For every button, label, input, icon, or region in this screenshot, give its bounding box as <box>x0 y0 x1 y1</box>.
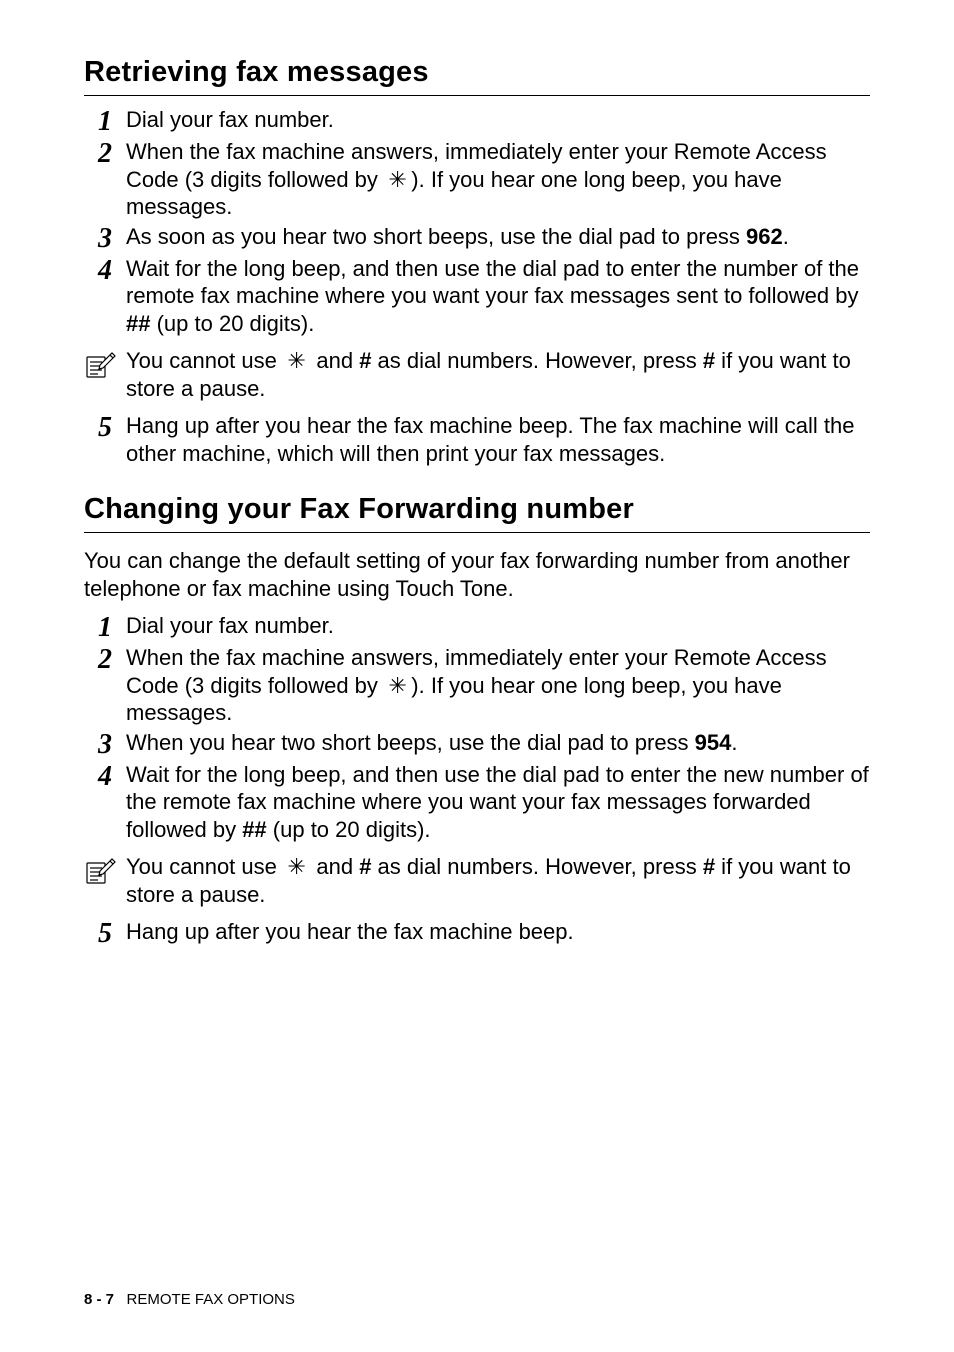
section-heading-retrieving: Retrieving fax messages <box>84 56 870 96</box>
step-number: 5 <box>98 412 126 442</box>
step-number: 4 <box>98 761 126 791</box>
step-number: 1 <box>98 106 126 136</box>
step-item: 2 When the fax machine answers, immediat… <box>98 138 870 221</box>
step-text: Wait for the long beep, and then use the… <box>126 255 870 338</box>
steps-list-2b: 5 Hang up after you hear the fax machine… <box>84 918 870 948</box>
document-page: Retrieving fax messages 1 Dial your fax … <box>0 0 954 1352</box>
step-text: Hang up after you hear the fax machine b… <box>126 918 870 946</box>
step-number: 4 <box>98 255 126 285</box>
step-text: As soon as you hear two short beeps, use… <box>126 223 870 251</box>
step-item: 1 Dial your fax number. <box>98 106 870 136</box>
step-item: 2 When the fax machine answers, immediat… <box>98 644 870 727</box>
page-footer: 8 - 7 REMOTE FAX OPTIONS <box>84 1291 295 1308</box>
step-item: 5 Hang up after you hear the fax machine… <box>98 918 870 948</box>
section-heading-changing: Changing your Fax Forwarding number <box>84 493 870 533</box>
step-item: 3 As soon as you hear two short beeps, u… <box>98 223 870 253</box>
step-text: Dial your fax number. <box>126 612 870 640</box>
step-number: 1 <box>98 612 126 642</box>
steps-list-1b: 5 Hang up after you hear the fax machine… <box>84 412 870 467</box>
step-text: Dial your fax number. <box>126 106 870 134</box>
step-number: 5 <box>98 918 126 948</box>
step-item: 4 Wait for the long beep, and then use t… <box>98 255 870 338</box>
step-number: 2 <box>98 138 126 168</box>
step-text: When the fax machine answers, immediatel… <box>126 138 870 221</box>
note-text: You cannot use ✳ and # as dial numbers. … <box>126 853 870 908</box>
step-number: 3 <box>98 223 126 253</box>
step-text: When you hear two short beeps, use the d… <box>126 729 870 757</box>
section-intro: You can change the default setting of yo… <box>84 547 870 602</box>
page-number: 8 - 7 <box>84 1291 114 1308</box>
step-text: Wait for the long beep, and then use the… <box>126 761 870 844</box>
note-row: You cannot use ✳ and # as dial numbers. … <box>84 853 870 908</box>
note-pencil-icon <box>84 853 126 892</box>
step-text: Hang up after you hear the fax machine b… <box>126 412 870 467</box>
steps-list-2: 1 Dial your fax number. 2 When the fax m… <box>84 612 870 843</box>
note-text: You cannot use ✳ and # as dial numbers. … <box>126 347 870 402</box>
step-item: 1 Dial your fax number. <box>98 612 870 642</box>
step-text: When the fax machine answers, immediatel… <box>126 644 870 727</box>
note-row: You cannot use ✳ and # as dial numbers. … <box>84 347 870 402</box>
steps-list-1: 1 Dial your fax number. 2 When the fax m… <box>84 106 870 337</box>
note-pencil-icon <box>84 347 126 386</box>
step-item: 4 Wait for the long beep, and then use t… <box>98 761 870 844</box>
step-item: 3 When you hear two short beeps, use the… <box>98 729 870 759</box>
step-number: 2 <box>98 644 126 674</box>
step-number: 3 <box>98 729 126 759</box>
footer-label: REMOTE FAX OPTIONS <box>127 1291 295 1308</box>
step-item: 5 Hang up after you hear the fax machine… <box>98 412 870 467</box>
